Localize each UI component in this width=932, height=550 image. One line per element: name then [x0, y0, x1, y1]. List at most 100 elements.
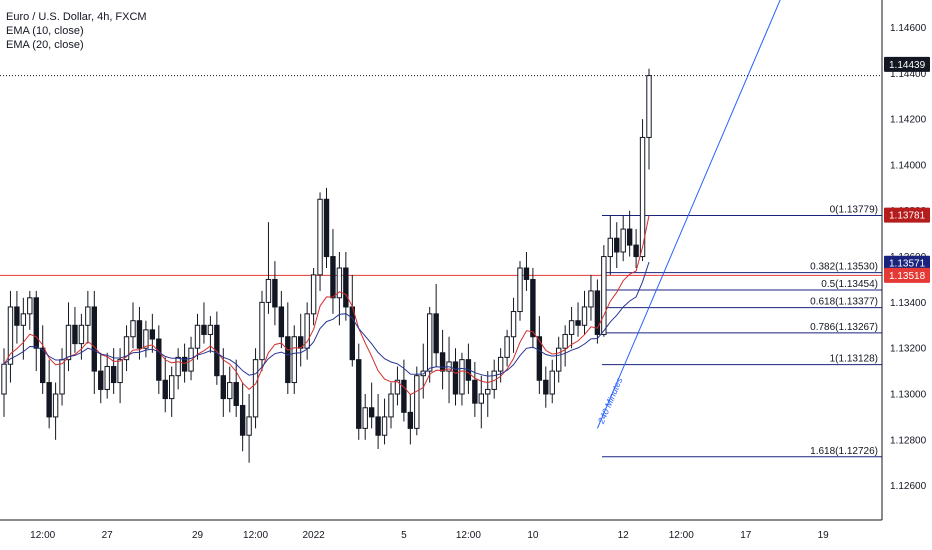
candle-body: [433, 313, 439, 354]
candle-body: [452, 361, 459, 395]
candle-body: [543, 379, 549, 395]
ema10-line: [3, 215, 650, 396]
candle-body: [239, 404, 246, 436]
candle-body: [568, 320, 575, 335]
candle-body: [581, 306, 588, 326]
last-price-badge-text: 1.14439: [889, 60, 926, 71]
axes-layer: 1.146001.144001.142001.140001.138001.136…: [0, 0, 927, 541]
candle-body: [614, 237, 620, 253]
hline-badge: [884, 267, 930, 283]
candle-body: [65, 324, 72, 361]
candle-body: [375, 416, 381, 436]
fib-level-label: 0.786(1.13267): [810, 322, 878, 333]
candle-body: [323, 198, 330, 258]
candle-body: [194, 324, 201, 349]
candles-layer: [1, 68, 652, 463]
candle-body: [285, 336, 291, 384]
candle-body: [220, 375, 227, 400]
candle-body: [510, 311, 517, 338]
candle-body: [169, 375, 175, 400]
y-tick-label: 1.13200: [890, 344, 927, 355]
candle-body: [20, 313, 27, 326]
fib-level-label: 1.618(1.12726): [810, 446, 878, 457]
candle-body: [259, 301, 265, 361]
candle-body: [439, 352, 446, 372]
ema-layer: [3, 215, 650, 396]
candle-body: [562, 333, 568, 349]
candle-body: [143, 329, 149, 349]
candle-body: [265, 278, 272, 303]
x-tick-label: 12:00: [669, 530, 694, 541]
candle-body: [156, 338, 162, 381]
candle-body: [304, 313, 310, 349]
x-tick-label: 10: [527, 530, 539, 541]
ema20-line: [3, 261, 650, 377]
candle-body: [72, 324, 78, 345]
fib-level-label: 0.382(1.13530): [810, 262, 878, 273]
ema10-badge: [884, 207, 930, 223]
candle-body: [52, 393, 59, 418]
y-tick-label: 1.12800: [890, 435, 927, 446]
candle-body: [349, 306, 356, 361]
candle-body: [517, 267, 523, 313]
fib-level-label: 0(1.13779): [830, 205, 878, 216]
fib-level-label: 1(1.13128): [830, 354, 878, 365]
y-tick-label: 1.13000: [890, 390, 927, 401]
x-tick-label: 12: [618, 530, 630, 541]
candle-body: [407, 411, 414, 429]
x-tick-label: 2022: [302, 530, 325, 541]
candle-body: [59, 359, 65, 395]
candle-body: [78, 324, 85, 345]
candle-body: [149, 329, 156, 340]
candle-body: [136, 320, 143, 349]
x-tick-label: 12:00: [456, 530, 481, 541]
candle-body: [368, 407, 375, 418]
candle-body: [14, 306, 20, 326]
x-tick-label: 5: [401, 530, 407, 541]
candle-body: [317, 198, 323, 276]
x-tick-label: 29: [192, 530, 204, 541]
y-tick-label: 1.14000: [890, 160, 927, 171]
candle-body: [7, 306, 14, 365]
x-tick-label: 12:00: [243, 530, 268, 541]
candle-body: [549, 370, 555, 395]
candle-body: [175, 356, 181, 377]
candle-body: [601, 256, 607, 335]
candle-body: [485, 388, 491, 395]
candle-body: [472, 379, 478, 404]
candle-body: [343, 267, 349, 308]
candle-body: [356, 359, 362, 429]
y-tick-label: 1.14600: [890, 23, 927, 34]
candle-body: [626, 228, 633, 246]
candle-body: [620, 228, 626, 253]
y-tick-label: 1.14200: [890, 115, 927, 126]
candle-body: [201, 324, 207, 335]
candle-body: [639, 136, 646, 258]
candle-body: [33, 297, 39, 349]
candle-body: [207, 324, 214, 335]
candle-body: [388, 393, 394, 418]
candle-body: [536, 336, 543, 381]
candle-body: [1, 363, 7, 395]
legend-ema20: EMA (20, close): [6, 39, 84, 51]
last-price-badge: [884, 56, 930, 72]
candle-body: [633, 244, 639, 258]
candle-body: [27, 297, 33, 315]
candle-body: [588, 290, 594, 308]
candle-body: [394, 379, 401, 395]
hline-badge-text: 1.13518: [889, 271, 926, 282]
candle-body: [246, 416, 252, 436]
candle-body: [575, 320, 581, 326]
candle-body: [214, 324, 220, 377]
candle-body: [530, 278, 536, 338]
candle-body: [478, 393, 485, 404]
candle-body: [646, 75, 652, 138]
candle-body: [336, 267, 343, 299]
ema20-badge: [884, 255, 930, 271]
candle-body: [272, 278, 278, 308]
fib-level-label: 0.5(1.13454): [821, 279, 878, 290]
candle-body: [310, 274, 317, 315]
x-tick-label: 27: [102, 530, 114, 541]
